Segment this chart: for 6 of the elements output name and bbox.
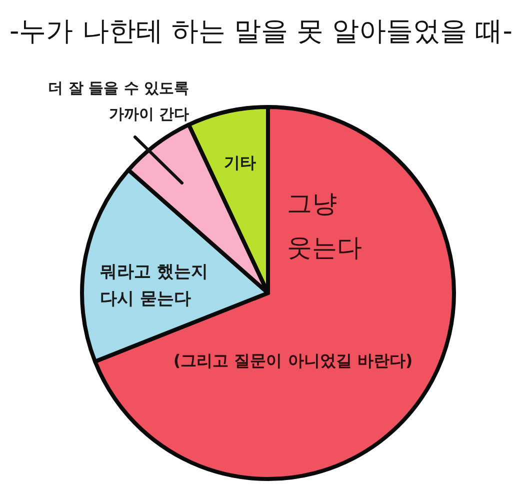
chart-title: -누가 나한테 하는 말을 못 알아들었을 때- xyxy=(10,16,512,46)
slice-label: 기타 xyxy=(224,152,256,172)
text: (그리고 질문이 아니었길 바란다) xyxy=(173,350,413,370)
slice-label: 더 잘 들을 수 있도록 가까이 간다 xyxy=(48,79,189,123)
slice-label: 그냥 웃는다 xyxy=(287,188,362,262)
slice-label: 뭐라고 했는지 다시 묻는다 xyxy=(100,262,208,309)
